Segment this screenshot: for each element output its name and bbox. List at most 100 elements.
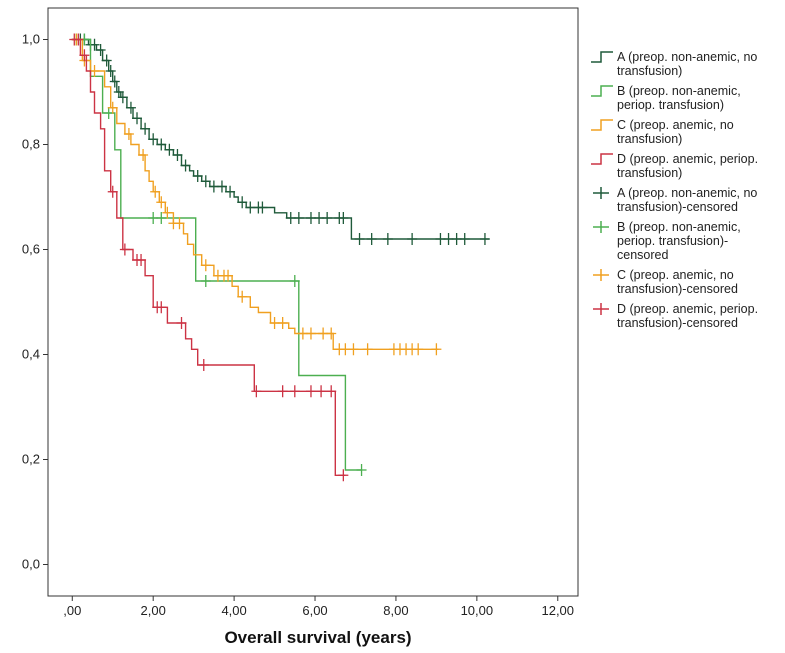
censor-mark [305, 385, 316, 398]
censor-mark [459, 233, 470, 245]
x-axis-title: Overall survival (years) [224, 628, 411, 647]
censor-mark [326, 327, 337, 340]
censor-mark [176, 317, 187, 329]
legend-label: D (preop. anemic, periop. [617, 302, 758, 316]
y-tick-label: 0,6 [22, 242, 40, 257]
x-tick-label: 10,00 [461, 603, 494, 618]
series-layer [69, 33, 490, 482]
censor-mark [223, 269, 234, 282]
series-b [71, 33, 367, 476]
legend: A (preop. non-anemic, no transfusion) B (p… [591, 50, 758, 330]
legend-label: transfusion) [617, 132, 682, 146]
censor-mark [200, 259, 211, 272]
censor-mark [479, 233, 490, 245]
censor-mark [119, 243, 130, 256]
censor-mark [237, 290, 248, 303]
censor-mark [305, 327, 316, 340]
x-tick-label: 8,00 [383, 603, 408, 618]
censor-mark [407, 233, 418, 245]
y-tick-label: 0,8 [22, 137, 40, 152]
survival-step-line [72, 38, 362, 471]
censor-mark [431, 343, 442, 356]
censor-mark [105, 65, 116, 77]
censor-mark [180, 159, 191, 172]
censor-mark [326, 385, 337, 398]
censor-mark [382, 233, 393, 245]
censor-mark [156, 138, 167, 151]
censor-mark [174, 217, 185, 230]
legend-plus-symbol [593, 187, 609, 199]
censor-mark [338, 469, 349, 482]
censor-mark [172, 149, 183, 161]
censor-mark [101, 54, 112, 67]
legend-item: D (preop. anemic, periop.transfusion)-ce… [593, 302, 758, 330]
censor-mark [156, 212, 167, 224]
censor-mark [136, 254, 147, 266]
legend-label: periop. transfusion)- [617, 234, 728, 248]
censor-mark [356, 464, 367, 476]
censor-mark [316, 385, 327, 398]
plot-frame [47, 7, 579, 597]
x-axis: ,00 2,00 4,00 6,00 8,00 10,00 12,00 [63, 596, 574, 618]
censor-mark [413, 343, 424, 356]
legend-step-symbol [591, 119, 613, 131]
legend-plus-symbol [593, 269, 609, 281]
censor-mark [156, 301, 167, 314]
legend-label: transfusion) [617, 166, 682, 180]
y-tick-label: 1,0 [22, 32, 40, 47]
censor-mark [293, 212, 304, 224]
censor-mark [354, 233, 365, 245]
censor-mark [200, 275, 211, 287]
censor-mark [156, 196, 167, 209]
censor-mark [138, 149, 149, 161]
legend-plus-symbol [593, 221, 609, 233]
censor-mark [73, 33, 84, 46]
censor-mark [216, 180, 227, 193]
legend-label: transfusion)-censored [617, 316, 738, 330]
censor-mark [95, 44, 106, 56]
censor-mark [362, 343, 373, 356]
y-axis: 0,0 0,2 0,4 0,6 0,8 1,0 [22, 32, 48, 572]
censor-mark [107, 185, 118, 198]
x-tick-label: 2,00 [141, 603, 166, 618]
legend-item: B (preop. non-anemic,periop. transfusion… [593, 220, 741, 262]
censor-mark [289, 385, 300, 398]
x-tick-label: 4,00 [221, 603, 246, 618]
legend-plus-symbol [593, 303, 609, 315]
censor-mark [162, 206, 173, 219]
censor-mark [277, 385, 288, 398]
censor-mark [237, 196, 248, 209]
censor-mark [164, 143, 175, 156]
series-d [69, 33, 349, 482]
censor-mark [132, 112, 143, 125]
censor-mark [103, 107, 114, 119]
censor-mark [366, 233, 377, 245]
legend-label: A (preop. non-anemic, no [617, 50, 757, 64]
y-tick-label: 0,0 [22, 557, 40, 572]
censor-mark [322, 212, 333, 224]
censor-mark [277, 317, 288, 329]
censor-mark [117, 91, 128, 104]
censor-mark [113, 86, 124, 98]
censor-mark [79, 49, 90, 62]
legend-step-symbol [591, 51, 613, 63]
censor-mark [150, 185, 161, 198]
censor-mark [192, 170, 203, 182]
legend-label: B (preop. non-anemic, [617, 220, 741, 234]
legend-label: C (preop. anemic, no [617, 118, 734, 132]
legend-item: A (preop. non-anemic, notransfusion)-cen… [593, 186, 757, 214]
legend-label: A (preop. non-anemic, no [617, 186, 757, 200]
censor-mark [140, 122, 151, 135]
y-tick-label: 0,4 [22, 347, 40, 362]
censor-mark [338, 212, 349, 224]
legend-step-symbol [591, 85, 613, 97]
censor-mark [251, 385, 262, 398]
y-tick-label: 0,2 [22, 452, 40, 467]
censor-mark [123, 128, 134, 140]
censor-mark [148, 133, 159, 146]
censor-mark [257, 201, 268, 214]
legend-step-symbol [591, 153, 613, 165]
legend-label: B (preop. non-anemic, [617, 84, 741, 98]
